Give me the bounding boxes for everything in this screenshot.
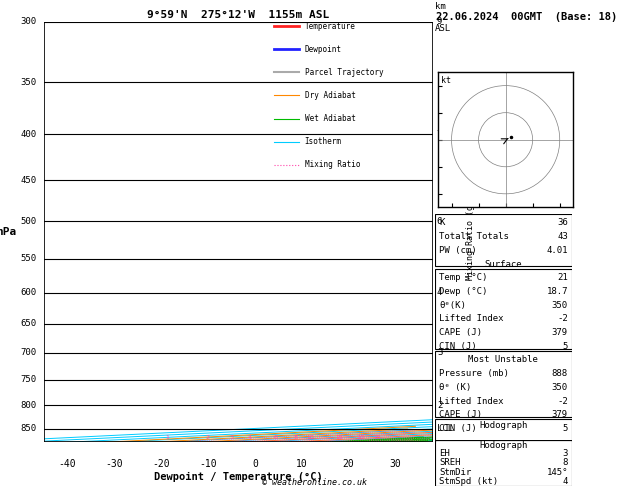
Text: 43: 43 — [557, 232, 568, 241]
Text: Dewp (°C): Dewp (°C) — [439, 287, 487, 296]
Text: 4: 4 — [437, 288, 442, 297]
Text: Parcel Trajectory: Parcel Trajectory — [304, 68, 383, 77]
Text: 5: 5 — [562, 342, 568, 351]
Text: 379: 379 — [552, 410, 568, 419]
Text: 700: 700 — [20, 348, 36, 357]
Text: 30: 30 — [389, 459, 401, 469]
Text: 15: 15 — [336, 435, 343, 440]
Text: Surface: Surface — [484, 260, 522, 269]
Text: 3: 3 — [230, 435, 233, 440]
Text: EH: EH — [439, 449, 450, 458]
Text: 500: 500 — [20, 217, 36, 226]
Text: 21: 21 — [557, 273, 568, 282]
Text: 650: 650 — [20, 319, 36, 329]
Text: kt: kt — [441, 76, 451, 85]
Text: K: K — [439, 218, 444, 227]
Text: θᵉ(K): θᵉ(K) — [439, 301, 466, 310]
Text: 4: 4 — [248, 435, 252, 440]
Text: -10: -10 — [199, 459, 217, 469]
Text: 5: 5 — [562, 424, 568, 433]
Text: CAPE (J): CAPE (J) — [439, 410, 482, 419]
Text: ASL: ASL — [435, 24, 451, 33]
Text: Lifted Index: Lifted Index — [439, 397, 503, 406]
Text: Most Unstable: Most Unstable — [469, 355, 538, 364]
Text: 10: 10 — [296, 459, 308, 469]
Text: 4: 4 — [562, 477, 568, 486]
Text: 600: 600 — [20, 288, 36, 297]
Text: 8: 8 — [562, 458, 568, 468]
Text: 350: 350 — [552, 383, 568, 392]
Text: SREH: SREH — [439, 458, 460, 468]
Text: -2: -2 — [557, 314, 568, 323]
Text: 550: 550 — [20, 254, 36, 263]
Text: 850: 850 — [20, 424, 36, 433]
Text: 36: 36 — [557, 218, 568, 227]
Text: 2: 2 — [205, 435, 209, 440]
Text: 10: 10 — [307, 435, 314, 440]
Bar — [435, 351, 572, 417]
Text: 300: 300 — [20, 17, 36, 26]
Text: Hodograph: Hodograph — [479, 441, 528, 450]
Bar — [435, 419, 572, 442]
Text: 450: 450 — [20, 176, 36, 185]
Text: -30: -30 — [106, 459, 123, 469]
Title: 9°59'N  275°12'W  1155m ASL: 9°59'N 275°12'W 1155m ASL — [147, 10, 330, 20]
Text: -20: -20 — [152, 459, 170, 469]
Text: 750: 750 — [20, 375, 36, 384]
Text: 350: 350 — [552, 301, 568, 310]
Text: Wet Adiabat: Wet Adiabat — [304, 114, 355, 123]
Text: 888: 888 — [552, 369, 568, 378]
Text: Hodograph: Hodograph — [479, 420, 528, 430]
Text: CIN (J): CIN (J) — [439, 342, 477, 351]
Text: 379: 379 — [552, 328, 568, 337]
Text: Isotherm: Isotherm — [304, 137, 342, 146]
Text: hPa: hPa — [0, 227, 17, 237]
Text: © weatheronline.co.uk: © weatheronline.co.uk — [262, 478, 367, 486]
Text: LCL: LCL — [437, 424, 453, 433]
Text: Dry Adiabat: Dry Adiabat — [304, 91, 355, 100]
Bar — [435, 269, 572, 348]
Text: 20: 20 — [357, 435, 365, 440]
Text: Dewpoint / Temperature (°C): Dewpoint / Temperature (°C) — [154, 472, 323, 482]
Text: 3: 3 — [562, 449, 568, 458]
Text: 6: 6 — [274, 435, 278, 440]
Text: 1: 1 — [165, 435, 169, 440]
Text: 22.06.2024  00GMT  (Base: 18): 22.06.2024 00GMT (Base: 18) — [436, 12, 618, 22]
Text: Dewpoint: Dewpoint — [304, 45, 342, 53]
Text: Temp (°C): Temp (°C) — [439, 273, 487, 282]
Text: PW (cm): PW (cm) — [439, 246, 477, 255]
Text: θᵉ (K): θᵉ (K) — [439, 383, 471, 392]
Text: Lifted Index: Lifted Index — [439, 314, 503, 323]
Text: 7: 7 — [437, 130, 442, 139]
Text: 8: 8 — [293, 435, 297, 440]
Text: Mixing Ratio (g/kg): Mixing Ratio (g/kg) — [466, 185, 475, 279]
Text: 350: 350 — [20, 78, 36, 87]
Text: 800: 800 — [20, 400, 36, 410]
Text: Mixing Ratio: Mixing Ratio — [304, 160, 360, 169]
Text: 6: 6 — [437, 217, 442, 226]
Text: StmSpd (kt): StmSpd (kt) — [439, 477, 498, 486]
Text: CIN (J): CIN (J) — [439, 424, 477, 433]
Text: 3: 3 — [437, 348, 442, 357]
Text: -40: -40 — [58, 459, 76, 469]
Text: 2: 2 — [437, 400, 442, 410]
Text: 4.01: 4.01 — [547, 246, 568, 255]
Text: 18.7: 18.7 — [547, 287, 568, 296]
Text: StmDir: StmDir — [439, 468, 471, 477]
Text: CAPE (J): CAPE (J) — [439, 328, 482, 337]
Text: 400: 400 — [20, 130, 36, 139]
Text: Totals Totals: Totals Totals — [439, 232, 509, 241]
Text: Temperature: Temperature — [304, 21, 355, 31]
Bar — [435, 214, 572, 266]
Text: 20: 20 — [343, 459, 355, 469]
Text: 25: 25 — [374, 435, 382, 440]
Text: Pressure (mb): Pressure (mb) — [439, 369, 509, 378]
Text: 9: 9 — [437, 17, 442, 26]
Text: km: km — [435, 2, 446, 11]
Text: 145°: 145° — [547, 468, 568, 477]
Text: 0: 0 — [252, 459, 258, 469]
Text: -2: -2 — [557, 397, 568, 406]
